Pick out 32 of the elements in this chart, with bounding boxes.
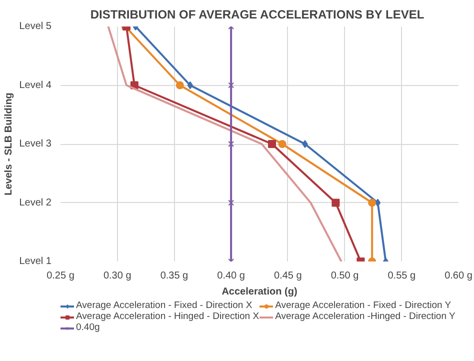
legend-label: Average Acceleration - Hinged - Direction X (76, 311, 260, 322)
legend-label: Average Acceleration -Hinged - Direction Y (275, 311, 456, 322)
legend-label: 0.40g (76, 322, 100, 333)
point (268, 140, 276, 148)
x-tick-label: 0.45 g (274, 270, 302, 282)
x-tick-label: 0.25 g (46, 270, 74, 282)
legend-label: Average Acceleration - Fixed - Direction X (76, 300, 252, 311)
point (302, 140, 308, 148)
point (228, 82, 234, 88)
legend-label: Average Acceleration - Fixed - Direction Y (275, 300, 452, 311)
y-tick-label: Level 2 (19, 197, 52, 208)
x-tick-label: 0.30 g (103, 270, 132, 282)
x-tick-label: 0.35 g (160, 270, 188, 282)
point (176, 81, 184, 90)
y-tick-label: Level 4 (19, 80, 52, 91)
point (368, 198, 376, 207)
point (228, 141, 234, 147)
x-axis-title: Acceleration (g) (222, 286, 298, 298)
point (228, 200, 234, 206)
y-tick-label: Level 5 (19, 21, 52, 32)
y-tick-label: Level 3 (19, 138, 52, 150)
point (374, 198, 381, 207)
y-tick-label: Level 1 (19, 256, 52, 267)
x-tick-label: 0.40 g (217, 270, 245, 282)
point (332, 198, 340, 207)
y-axis-title: Levels - SLB Building (3, 92, 14, 196)
chart-title: DISTRIBUTION OF AVERAGE ACCELERATIONS BY LEVEL (90, 8, 424, 22)
x-tick-label: 0.55 g (388, 270, 416, 282)
point (278, 140, 286, 148)
point (187, 81, 193, 90)
x-tick-label: 0.50 g (330, 270, 359, 282)
x-tick-label: 0.60 g (444, 270, 472, 282)
